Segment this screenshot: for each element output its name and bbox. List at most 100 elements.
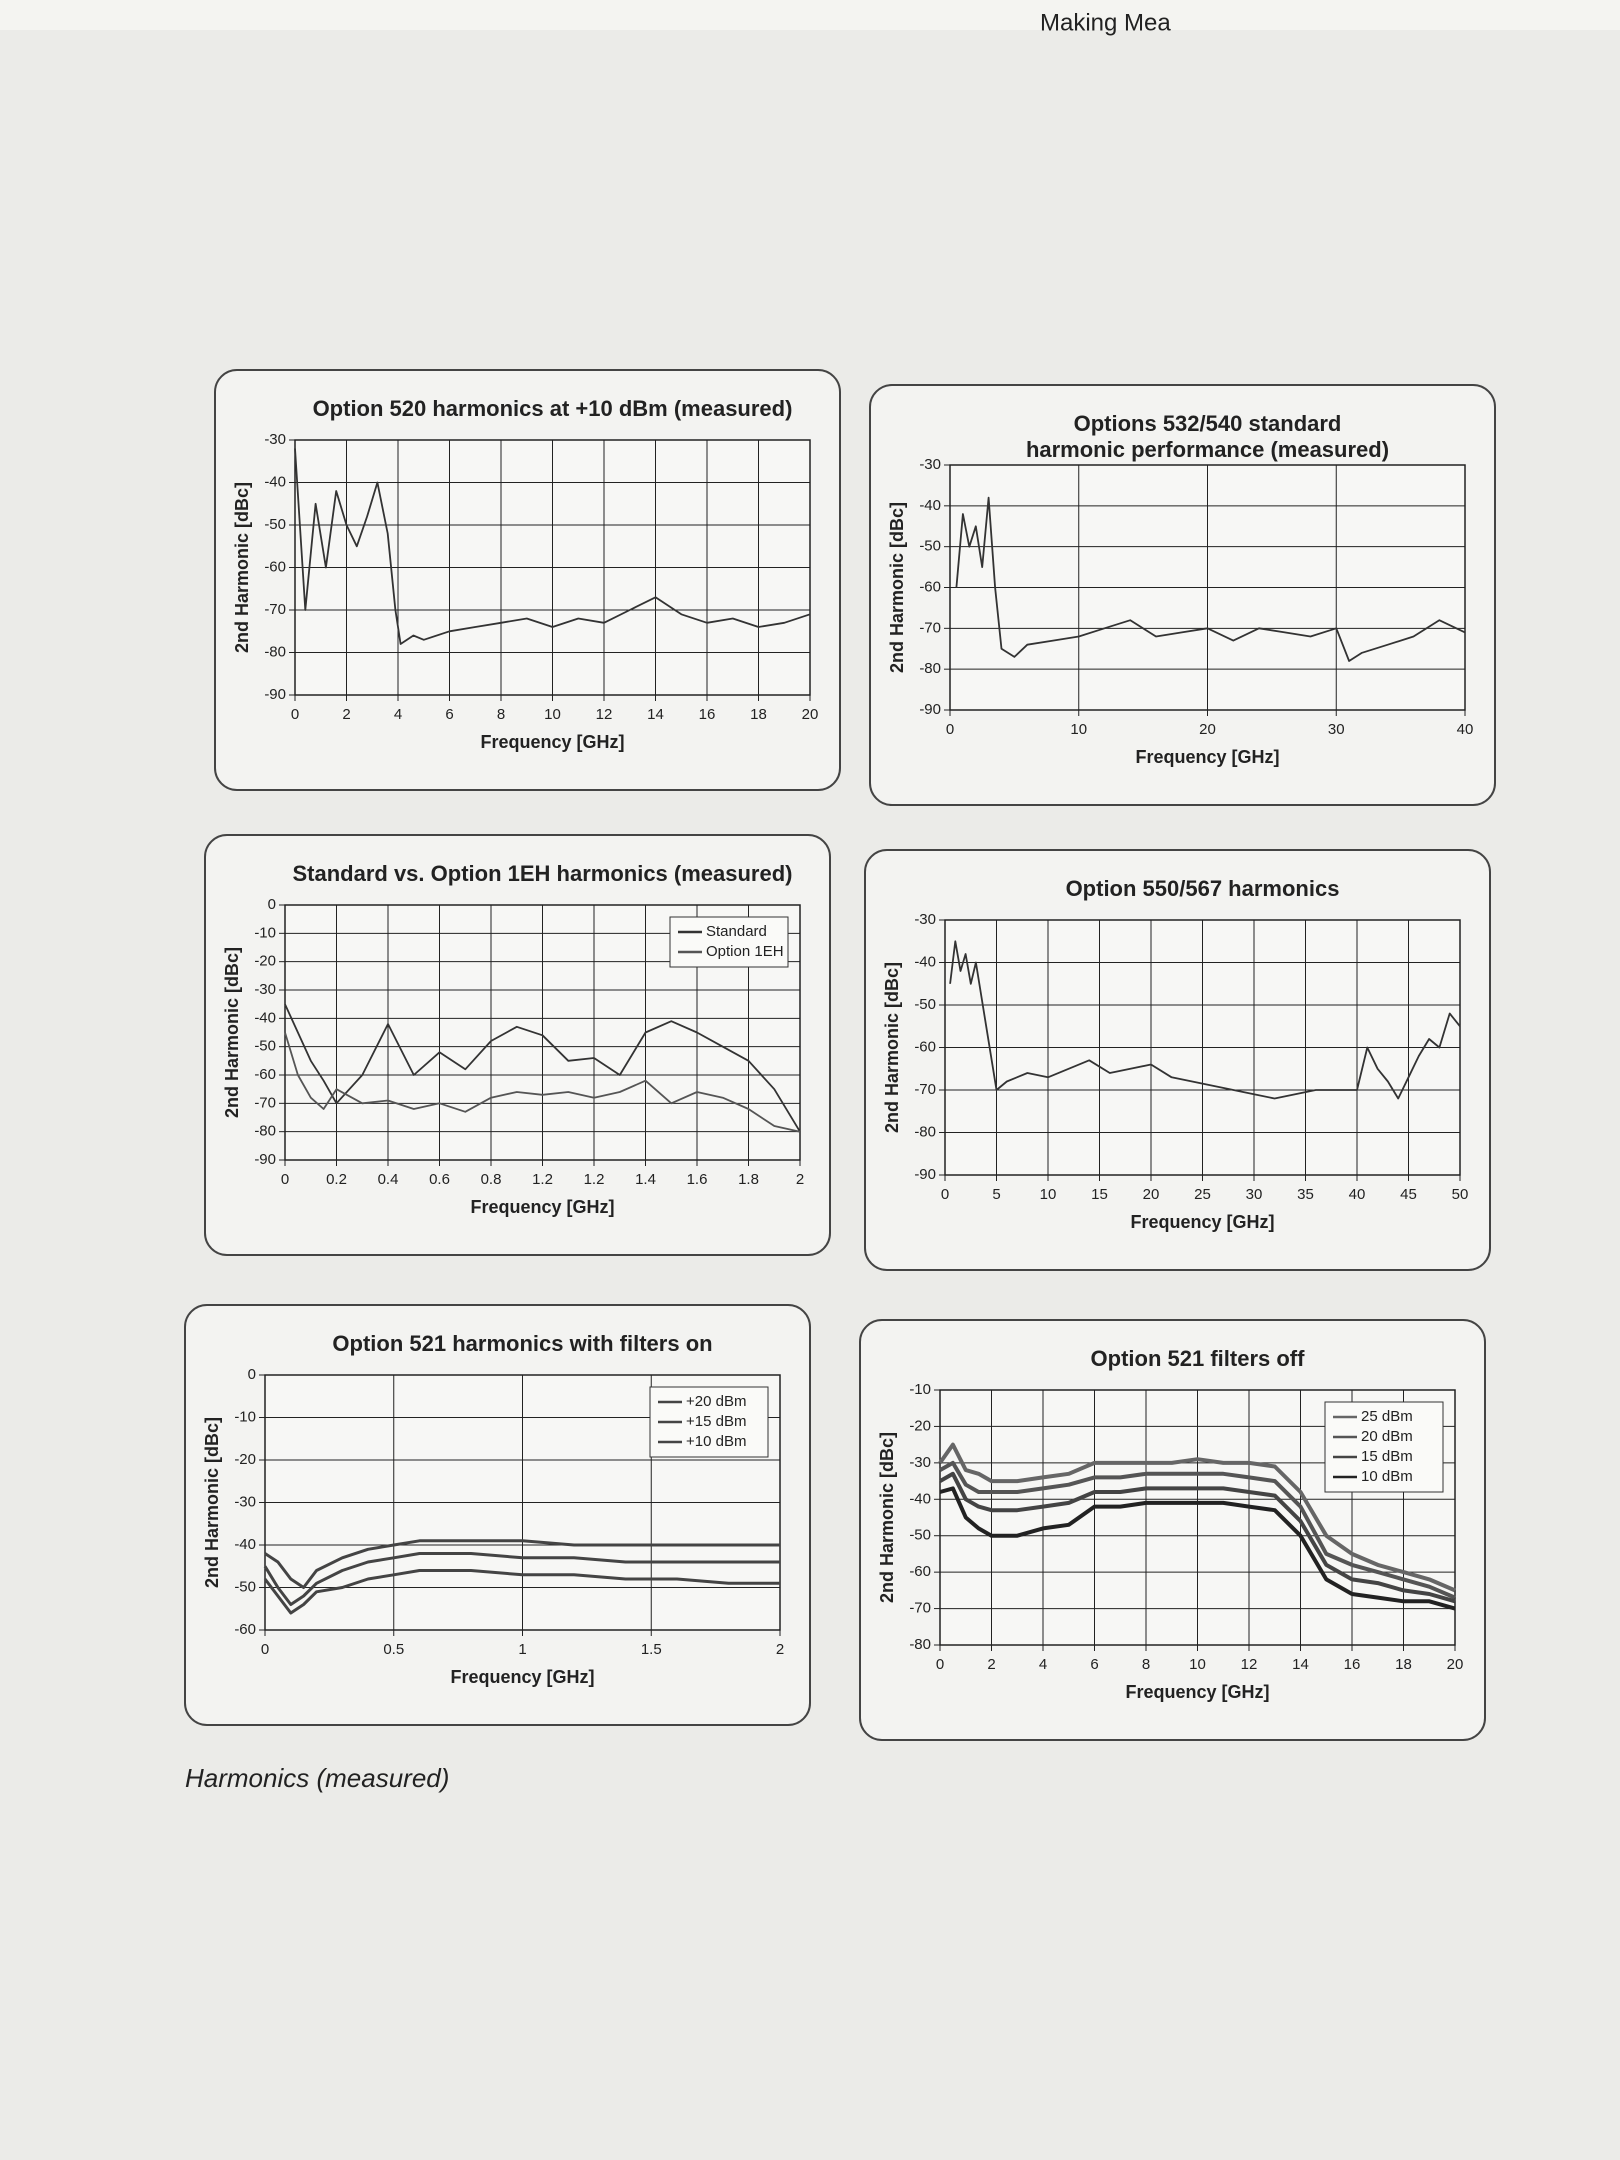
y-tick-label: -10 [254, 924, 276, 941]
x-tick-label: 14 [647, 706, 664, 723]
x-tick-label: 16 [699, 706, 716, 723]
y-tick-label: -50 [264, 516, 286, 533]
legend-label: 10 dBm [1361, 1468, 1413, 1485]
y-tick-label: -70 [914, 1081, 936, 1098]
y-tick-label: -80 [264, 643, 286, 660]
x-tick-label: 20 [1447, 1656, 1464, 1673]
x-tick-label: 5 [992, 1186, 1000, 1203]
x-tick-label: 12 [596, 706, 613, 723]
x-tick-label: 40 [1457, 721, 1474, 738]
x-axis-label: Frequency [GHz] [480, 732, 624, 752]
series-line [938, 1442, 1456, 1593]
legend-label: Standard [706, 923, 767, 940]
x-axis-label: Frequency [GHz] [1135, 747, 1279, 767]
y-tick-label: -70 [909, 1600, 931, 1617]
x-tick-label: 8 [497, 706, 505, 723]
y-tick-label: -10 [909, 1381, 931, 1398]
y-tick-label: -20 [234, 1451, 256, 1468]
x-tick-label: 1.5 [641, 1641, 662, 1658]
chart-title: Standard vs. Option 1EH harmonics (measu… [292, 861, 792, 886]
x-tick-label: 0 [941, 1186, 949, 1203]
x-axis-label: Frequency [GHz] [470, 1197, 614, 1217]
x-tick-label: 6 [1090, 1656, 1098, 1673]
y-tick-label: -70 [264, 601, 286, 618]
x-tick-label: 10 [1070, 721, 1087, 738]
series-line [955, 496, 1466, 662]
x-tick-label: 12 [1241, 1656, 1258, 1673]
x-tick-label: 20 [1143, 1186, 1160, 1203]
x-tick-label: 1 [518, 1641, 526, 1658]
chart-title: Option 521 harmonics with filters on [332, 1331, 712, 1356]
x-tick-label: 2 [776, 1641, 784, 1658]
y-axis-label: 2nd Harmonic [dBc] [232, 482, 252, 653]
chart: Option 550/567 harmonics -30 -40 -50 -60 -70 -… [864, 849, 1491, 1271]
x-axis-label: Frequency [GHz] [1130, 1212, 1274, 1232]
x-tick-label: 1.8 [738, 1171, 759, 1188]
y-tick-label: -90 [914, 1166, 936, 1183]
y-tick-label: -80 [254, 1123, 276, 1140]
y-tick-label: -80 [914, 1123, 936, 1140]
y-tick-label: 0 [248, 1366, 256, 1383]
x-tick-label: 2 [342, 706, 350, 723]
series-line [939, 1471, 1456, 1604]
series-line [939, 1460, 1456, 1600]
x-tick-label: 20 [1199, 721, 1216, 738]
series-line [294, 448, 811, 645]
y-tick-label: -60 [914, 1038, 936, 1055]
caption: Harmonics (measured) [185, 1763, 449, 1793]
legend-label: +15 dBm [686, 1413, 746, 1430]
series-line [264, 1539, 780, 1589]
chart-title: Options 532/540 standard [1074, 411, 1342, 436]
x-tick-label: 0 [946, 721, 954, 738]
x-tick-label: 1.4 [635, 1171, 656, 1188]
x-tick-label: 10 [1189, 1656, 1206, 1673]
x-tick-label: 16 [1344, 1656, 1361, 1673]
y-tick-label: -50 [234, 1578, 256, 1595]
x-axis-label: Frequency [GHz] [450, 1667, 594, 1687]
y-tick-label: -30 [909, 1454, 931, 1471]
chart-title: Option 521 filters off [1091, 1346, 1306, 1371]
series-line [263, 1552, 780, 1606]
series-line [939, 1486, 1456, 1611]
x-tick-label: 50 [1452, 1186, 1469, 1203]
x-axis-label: Frequency [GHz] [1125, 1682, 1269, 1702]
y-axis-label: 2nd Harmonic [dBc] [222, 947, 242, 1118]
y-tick-label: -70 [919, 619, 941, 636]
series-line [949, 940, 1461, 1100]
chart: Option 521 harmonics with filters on 0 -10… [184, 1304, 811, 1726]
y-axis-label: 2nd Harmonic [dBc] [202, 1417, 222, 1588]
y-tick-label: -50 [254, 1038, 276, 1055]
chart-title: Option 550/567 harmonics [1066, 876, 1340, 901]
y-tick-label: -30 [234, 1493, 256, 1510]
series-line [284, 1032, 801, 1133]
y-tick-label: -40 [909, 1490, 931, 1507]
x-tick-label: 0.8 [481, 1171, 502, 1188]
x-tick-label: 40 [1349, 1186, 1366, 1203]
y-tick-label: -30 [919, 456, 941, 473]
series-line [263, 1569, 780, 1615]
y-tick-label: -50 [909, 1527, 931, 1544]
x-tick-label: 1.2 [532, 1171, 553, 1188]
x-tick-label: 2 [987, 1656, 995, 1673]
x-tick-label: 8 [1142, 1656, 1150, 1673]
y-tick-label: -60 [264, 558, 286, 575]
chart: Standard vs. Option 1EH harmonics (measu… [204, 834, 831, 1256]
x-tick-label: 35 [1297, 1186, 1314, 1203]
y-tick-label: -90 [254, 1151, 276, 1168]
y-tick-label: -20 [254, 953, 276, 970]
next-page-edge [0, 0, 1620, 30]
y-tick-label: -80 [909, 1636, 931, 1653]
x-tick-label: 1.6 [687, 1171, 708, 1188]
y-tick-label: -80 [919, 660, 941, 677]
y-tick-label: -60 [234, 1621, 256, 1638]
y-tick-label: -60 [919, 578, 941, 595]
y-tick-label: -30 [254, 981, 276, 998]
y-tick-label: -40 [919, 497, 941, 514]
legend-box [669, 916, 789, 968]
y-axis-label: 2nd Harmonic [dBc] [877, 1432, 897, 1603]
legend-label: 20 dBm [1361, 1428, 1413, 1445]
header: Making Mea [1040, 9, 1171, 36]
